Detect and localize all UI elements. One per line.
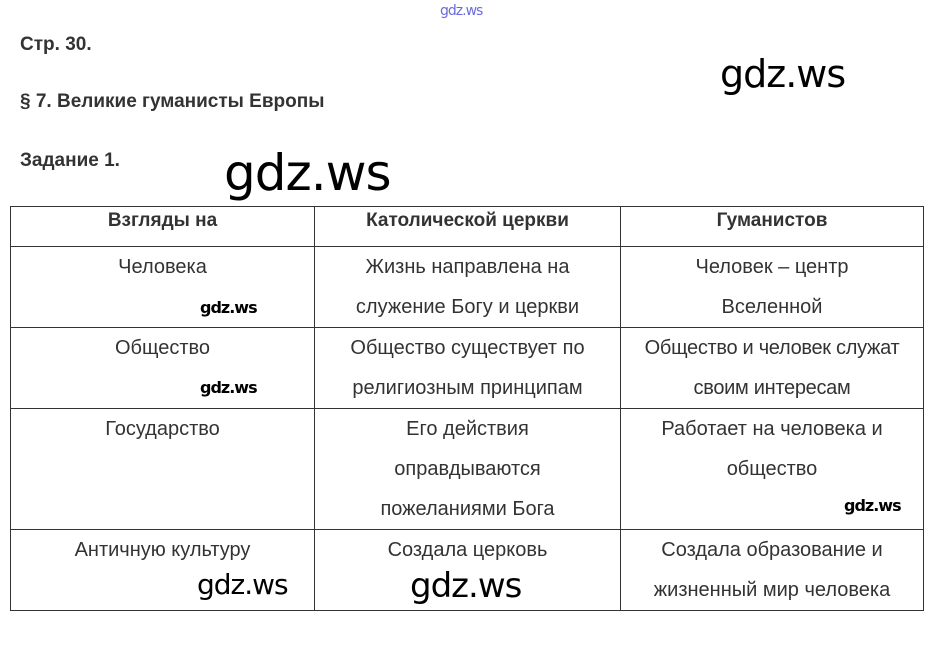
table-cell: Человека: [10, 246, 315, 328]
table-cell: Человек – центр Вселенной: [620, 246, 924, 328]
table-row: Государство Его действия оправдываются п…: [10, 408, 924, 530]
watermark-top: gdz.ws: [440, 3, 483, 19]
table-cell: Жизнь направлена на служение Богу и церк…: [314, 246, 621, 328]
table-cell: Общество существует по религиозным принц…: [314, 327, 621, 409]
watermark: gdz.ws: [720, 52, 846, 96]
column-header: Взгляды на: [10, 206, 315, 247]
table-cell: Общество и человек служат своим интереса…: [620, 327, 924, 409]
section-title: § 7. Великие гуманисты Европы: [20, 91, 325, 112]
table-cell: Его действия оправдываются пожеланиями Б…: [314, 408, 621, 530]
column-header: Католической церкви: [314, 206, 621, 247]
task-title: Задание 1.: [20, 150, 120, 171]
table-cell: Создала церковь: [314, 529, 621, 611]
watermark: gdz.ws: [410, 566, 522, 606]
watermark: gdz.ws: [200, 378, 258, 397]
watermark: gdz.ws: [197, 568, 289, 601]
column-header: Гуманистов: [620, 206, 924, 247]
table-cell: Античную культуру: [10, 529, 315, 611]
table-row: Общество Общество существует по религиоз…: [10, 327, 924, 409]
table-cell: Общество: [10, 327, 315, 409]
watermark: gdz.ws: [844, 496, 902, 515]
table-row: Человека Жизнь направлена на служение Бо…: [10, 246, 924, 328]
table-cell: Государство: [10, 408, 315, 530]
page-number: Стр. 30.: [20, 34, 92, 55]
table-header-row: Взгляды на Католической церкви Гуманисто…: [10, 206, 924, 247]
table-row: Античную культуру Создала церковь Создал…: [10, 529, 924, 611]
watermark: gdz.ws: [224, 144, 392, 202]
comparison-table: Взгляды на Католической церкви Гуманисто…: [10, 206, 924, 611]
table-cell: Создала образование и жизненный мир чело…: [620, 529, 924, 611]
watermark: gdz.ws: [200, 298, 258, 317]
table-cell: Работает на человека и общество: [620, 408, 924, 530]
